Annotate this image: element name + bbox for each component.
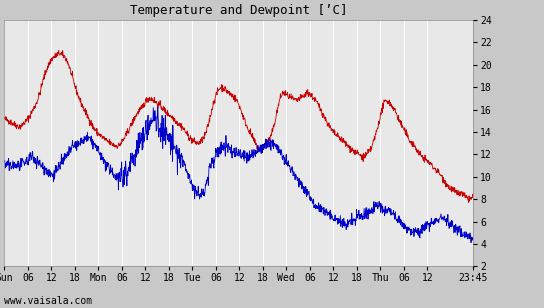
Text: www.vaisala.com: www.vaisala.com bbox=[4, 297, 92, 306]
Title: Temperature and Dewpoint [’C]: Temperature and Dewpoint [’C] bbox=[130, 4, 348, 18]
